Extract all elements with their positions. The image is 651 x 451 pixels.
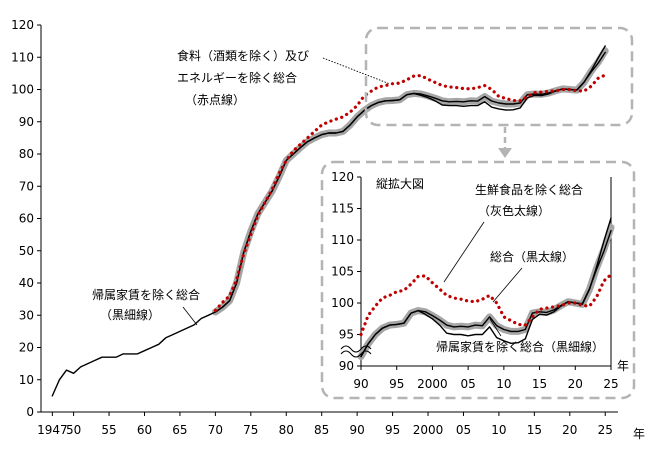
main-x-tick-label: 65 xyxy=(172,423,187,437)
main-y-tick-label: 40 xyxy=(19,276,34,290)
main-x-tick-label: 10 xyxy=(491,423,506,437)
main-x-tick-label: 95 xyxy=(385,423,400,437)
inset-x-tick-label: 90 xyxy=(353,377,368,391)
inset-x-tick-label: 05 xyxy=(461,377,476,391)
annotation-fresh-leader xyxy=(443,221,485,283)
inset-y-tick-label: 115 xyxy=(331,202,354,216)
inset-tick-labels: 90 95 100 105 110 115 120 90 95 2000 05 10 15 20 25 xyxy=(331,170,619,391)
inset-x-unit: 年 xyxy=(617,359,629,373)
main-y-tick-label: 110 xyxy=(11,50,34,64)
annotation-imputed-line2: （黒細線） xyxy=(100,307,160,322)
main-x-tick-label: 90 xyxy=(350,423,365,437)
inset-frame xyxy=(320,160,636,400)
main-axes xyxy=(37,24,618,416)
annotation-core-line3: （赤点線） xyxy=(185,92,245,107)
main-y-tick-label: 0 xyxy=(26,405,34,419)
main-x-tick-label: 1947 xyxy=(37,423,68,437)
main-x-tick-label: 80 xyxy=(279,423,294,437)
main-x-unit: 年 xyxy=(633,427,645,441)
inset-x-tick-label: 95 xyxy=(389,377,404,391)
main-x-tick-label: 85 xyxy=(314,423,329,437)
annotation-inset-imputed: 帰属家賃を除く総合（黒細線） xyxy=(436,339,604,354)
annotation-imputed-line1: 帰属家賃を除く総合 xyxy=(92,287,200,302)
main-y-tick-label: 60 xyxy=(19,212,34,226)
main-y-tick-label: 10 xyxy=(19,373,34,387)
main-y-tick-label: 80 xyxy=(19,147,34,161)
main-y-tick-label: 70 xyxy=(19,179,34,193)
zoom-arrow-icon xyxy=(498,127,512,158)
annotation-inset-imputed-leader xyxy=(489,318,502,337)
annotation-fresh-line2: （灰色太線） xyxy=(478,203,550,218)
inset-x-tick-label: 2000 xyxy=(417,377,448,391)
main-y-tick-label: 20 xyxy=(19,341,34,355)
annotation-fresh-line1: 生鮮食品を除く総合 xyxy=(475,182,583,197)
main-series-core_core xyxy=(213,73,607,312)
main-x-tick-label: 2000 xyxy=(413,423,444,437)
main-y-tick-label: 90 xyxy=(19,115,34,129)
main-x-tick-label: 50 xyxy=(66,423,81,437)
main-x-tick-label: 20 xyxy=(562,423,577,437)
inset-x-tick-label: 10 xyxy=(496,377,511,391)
annotation-imputed-leader xyxy=(182,306,198,326)
inset-y-tick-label: 105 xyxy=(331,265,354,279)
annotation-core-line2: エネルギーを除く総合 xyxy=(177,70,297,85)
inset-title: 縦拡大図 xyxy=(376,177,424,191)
main-x-tick-label: 05 xyxy=(456,423,471,437)
main-series-group xyxy=(51,45,609,397)
main-y-tick-label: 30 xyxy=(19,308,34,322)
inset-y-tick-label: 100 xyxy=(331,296,354,310)
main-y-tick-label: 50 xyxy=(19,244,34,258)
inset-y-tick-label: 120 xyxy=(331,170,354,184)
annotation-core-leader xyxy=(322,57,391,85)
annotation-total-leader xyxy=(492,267,523,303)
annotation-core-line1: 食料（酒類を除く）及び xyxy=(177,48,309,63)
inset-x-tick-label: 15 xyxy=(532,377,547,391)
annotation-total: 総合（黒太線） xyxy=(490,249,574,264)
main-x-tick-label: 25 xyxy=(598,423,613,437)
inset-series-core_core xyxy=(359,273,613,337)
axis-break-icon xyxy=(340,345,372,358)
main-y-tick-label: 100 xyxy=(11,83,34,97)
highlight-frame xyxy=(364,26,634,127)
inset-axes xyxy=(357,176,612,370)
main-y-tick-label: 120 xyxy=(11,18,34,32)
inset-y-tick-label: 95 xyxy=(339,328,354,342)
inset-y-tick-label: 90 xyxy=(339,359,354,373)
main-x-tick-label: 70 xyxy=(208,423,223,437)
main-x-tick-label: 55 xyxy=(101,423,116,437)
main-x-tick-label: 60 xyxy=(137,423,152,437)
inset-x-tick-label: 25 xyxy=(603,377,618,391)
main-x-tick-label: 15 xyxy=(527,423,542,437)
inset-y-tick-label: 110 xyxy=(331,233,354,247)
inset-series-group xyxy=(357,217,615,361)
main-x-tick-label: 75 xyxy=(243,423,258,437)
main-series-excl_imputed_rent xyxy=(51,51,606,397)
inset-x-tick-label: 20 xyxy=(568,377,583,391)
